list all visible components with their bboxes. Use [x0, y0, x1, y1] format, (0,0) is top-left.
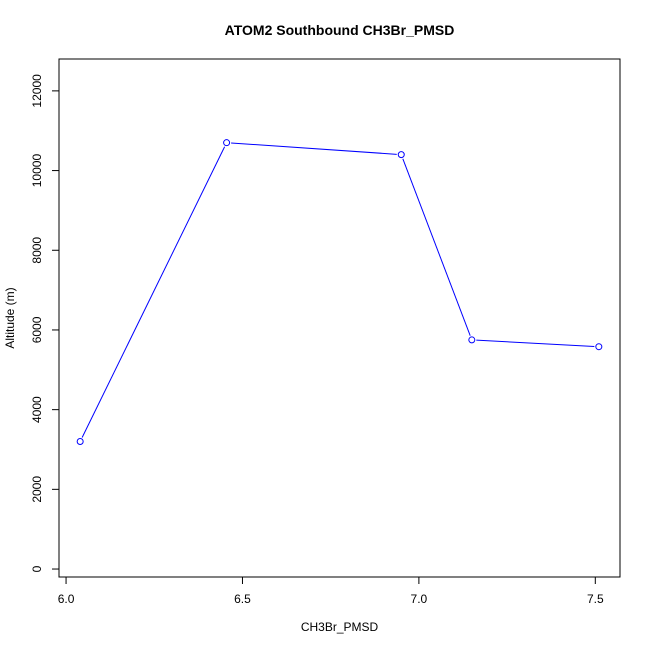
- y-tick-label: 6000: [30, 316, 44, 343]
- y-tick-label: 2000: [30, 476, 44, 503]
- y-tick-label: 12000: [30, 74, 44, 108]
- chart-title: ATOM2 Southbound CH3Br_PMSD: [225, 22, 455, 38]
- x-axis: 6.0 6.5 7.0 7.5: [58, 576, 604, 606]
- data-point: [397, 151, 405, 159]
- x-axis-label: CH3Br_PMSD: [301, 620, 379, 634]
- x-tick-label: 7.0: [411, 592, 428, 606]
- series-line-segment: [402, 158, 471, 336]
- y-tick-label: 8000: [30, 237, 44, 264]
- series-line-segment: [231, 142, 397, 155]
- y-tick-label: 0: [30, 565, 44, 572]
- y-tick-label: 4000: [30, 396, 44, 423]
- series-layer: [76, 139, 603, 446]
- data-point: [468, 336, 476, 344]
- data-point: [595, 343, 603, 351]
- series-line-segment: [81, 146, 226, 438]
- y-axis: 0 2000 4000 6000 8000 10000 12000: [30, 74, 60, 572]
- data-point: [223, 139, 231, 147]
- x-tick-label: 6.5: [234, 592, 251, 606]
- data-point: [76, 438, 84, 446]
- series-line-segment: [476, 339, 595, 347]
- y-tick-label: 10000: [30, 154, 44, 188]
- y-axis-label: Altitude (m): [3, 287, 17, 348]
- x-tick-label: 7.5: [587, 592, 604, 606]
- x-tick-label: 6.0: [58, 592, 75, 606]
